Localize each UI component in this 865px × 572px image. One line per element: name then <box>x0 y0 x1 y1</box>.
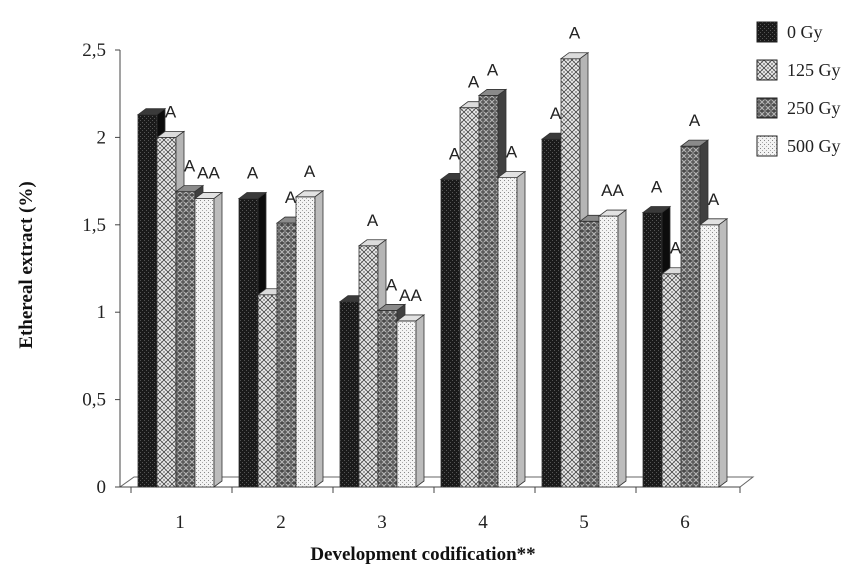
significance-label: A <box>569 24 581 43</box>
bar-front <box>238 198 259 488</box>
bar-side <box>516 170 526 488</box>
bar-front <box>276 222 297 488</box>
y-tick-label: 1 <box>97 302 107 323</box>
bar-front <box>598 215 619 488</box>
x-tick-label: 1 <box>175 512 185 533</box>
significance-label: A <box>708 190 720 209</box>
bar <box>597 209 628 488</box>
bar-side <box>314 190 324 488</box>
bar-front <box>560 58 581 488</box>
x-tick-label: 3 <box>377 512 387 533</box>
significance-label: A <box>247 164 259 183</box>
significance-label: A <box>689 111 701 130</box>
bar-front <box>377 310 398 488</box>
bar-front <box>579 220 600 488</box>
legend-swatch <box>756 59 778 81</box>
legend: 0 Gy 125 Gy 250 Gy 500 Gy <box>756 21 841 157</box>
bar <box>395 314 426 488</box>
bar-front <box>156 136 177 488</box>
y-tick-label: 0 <box>97 477 107 498</box>
legend-label: 500 Gy <box>787 136 841 156</box>
significance-label: A <box>506 143 518 162</box>
significance-label: AA <box>601 181 624 200</box>
x-tick-label: 6 <box>680 512 690 533</box>
bar <box>294 190 325 488</box>
significance-label: A <box>651 178 663 197</box>
significance-label: A <box>487 60 499 79</box>
legend-label: 125 Gy <box>787 60 841 80</box>
bar-front <box>642 212 663 488</box>
bar-front <box>396 320 417 488</box>
significance-label: A <box>165 102 177 121</box>
bar-front <box>339 301 360 488</box>
significance-label: A <box>184 157 196 176</box>
legend-swatch <box>756 97 778 119</box>
y-axis-title: Ethereal extract (%) <box>16 181 37 348</box>
x-axis: 1 2 3 4 5 6 <box>120 486 741 533</box>
significance-label: AA <box>197 164 220 183</box>
significance-label: A <box>386 275 398 294</box>
bar <box>496 170 527 488</box>
y-tick-label: 0,5 <box>82 390 106 411</box>
significance-label: A <box>367 211 379 230</box>
bar-side <box>415 314 425 488</box>
significance-label: A <box>468 73 480 92</box>
bar-front <box>137 114 158 488</box>
bar-front <box>257 294 278 488</box>
bars <box>136 51 729 488</box>
bar-front <box>699 224 720 488</box>
bar-front <box>459 107 480 488</box>
significance-label: A <box>285 188 297 207</box>
bar-front <box>194 198 215 488</box>
y-tick-label: 2 <box>97 127 107 148</box>
legend-label: 250 Gy <box>787 98 841 118</box>
bar-front <box>680 145 701 488</box>
bar <box>193 191 224 488</box>
significance-label: A <box>670 239 682 258</box>
bar-side <box>213 191 223 488</box>
bar-front <box>661 273 682 488</box>
significance-label: A <box>550 104 562 123</box>
bar-front <box>478 95 499 488</box>
y-tick-label: 2,5 <box>82 40 106 61</box>
bar <box>698 218 729 488</box>
y-tick-label: 1,5 <box>82 215 106 236</box>
significance-label: AA <box>399 286 422 305</box>
x-axis-title: Development codification** <box>310 544 535 565</box>
bar-front <box>295 196 316 488</box>
bar-front <box>175 191 196 488</box>
y-axis: 0 0,5 1 1,5 2 2,5 <box>82 40 121 498</box>
bar-front <box>358 245 379 488</box>
legend-swatch <box>756 135 778 157</box>
x-tick-label: 5 <box>579 512 589 533</box>
bar-front <box>497 177 518 488</box>
x-tick-label: 2 <box>276 512 286 533</box>
bar-front <box>541 138 562 488</box>
bar-side <box>617 209 627 488</box>
x-tick-label: 4 <box>478 512 488 533</box>
significance-label: A <box>449 144 461 163</box>
legend-swatch <box>756 21 778 43</box>
significance-label: A <box>304 162 316 181</box>
bar-side <box>718 218 728 488</box>
legend-label: 0 Gy <box>787 22 823 42</box>
bar-front <box>440 178 461 488</box>
